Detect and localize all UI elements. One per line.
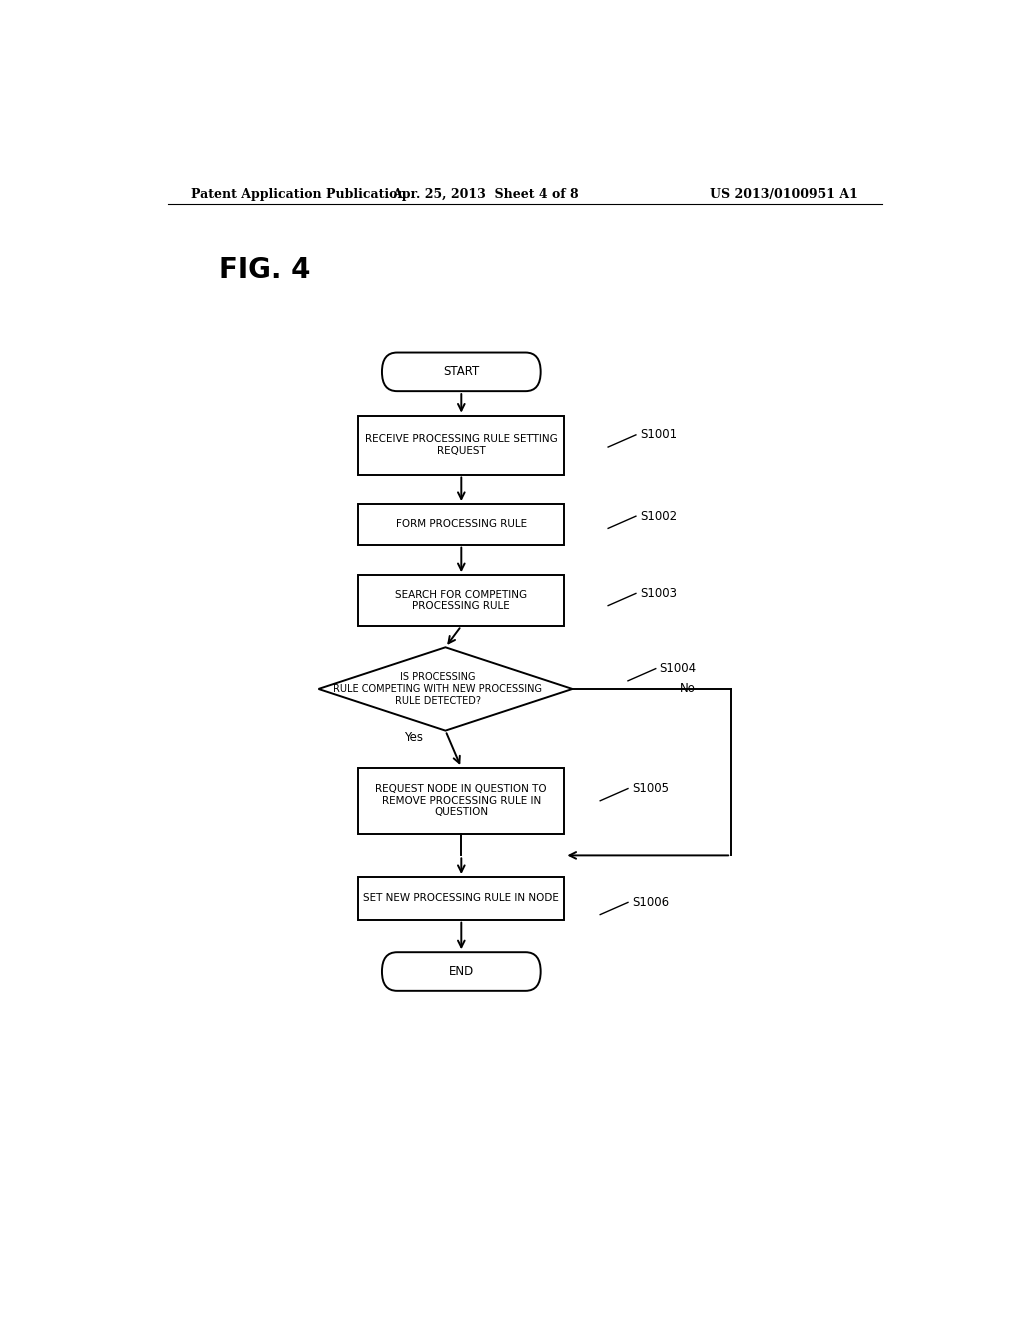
Text: Yes: Yes — [404, 731, 423, 744]
Text: REQUEST NODE IN QUESTION TO
REMOVE PROCESSING RULE IN
QUESTION: REQUEST NODE IN QUESTION TO REMOVE PROCE… — [376, 784, 547, 817]
Text: S1004: S1004 — [659, 663, 697, 675]
FancyBboxPatch shape — [382, 352, 541, 391]
Bar — [358, 876, 564, 920]
Text: S1002: S1002 — [640, 510, 677, 523]
Text: RECEIVE PROCESSING RULE SETTING
REQUEST: RECEIVE PROCESSING RULE SETTING REQUEST — [365, 434, 558, 455]
Text: FORM PROCESSING RULE: FORM PROCESSING RULE — [395, 519, 527, 529]
Text: S1006: S1006 — [632, 896, 669, 909]
Polygon shape — [318, 647, 572, 731]
Text: IS PROCESSING
RULE COMPETING WITH NEW PROCESSING
RULE DETECTED?: IS PROCESSING RULE COMPETING WITH NEW PR… — [333, 672, 542, 706]
Bar — [358, 504, 564, 545]
Bar — [358, 768, 564, 834]
Text: SEARCH FOR COMPETING
PROCESSING RULE: SEARCH FOR COMPETING PROCESSING RULE — [395, 590, 527, 611]
Text: No: No — [680, 682, 695, 696]
Text: FIG. 4: FIG. 4 — [219, 256, 310, 284]
Text: SET NEW PROCESSING RULE IN NODE: SET NEW PROCESSING RULE IN NODE — [364, 894, 559, 903]
Text: S1003: S1003 — [640, 587, 677, 599]
Text: S1005: S1005 — [632, 781, 669, 795]
Bar — [358, 416, 564, 474]
Text: START: START — [443, 366, 479, 379]
Text: Patent Application Publication: Patent Application Publication — [191, 189, 407, 202]
Bar — [358, 576, 564, 626]
Text: END: END — [449, 965, 474, 978]
FancyBboxPatch shape — [382, 952, 541, 991]
Text: S1001: S1001 — [640, 429, 677, 441]
Text: Apr. 25, 2013  Sheet 4 of 8: Apr. 25, 2013 Sheet 4 of 8 — [392, 189, 579, 202]
Text: US 2013/0100951 A1: US 2013/0100951 A1 — [711, 189, 858, 202]
